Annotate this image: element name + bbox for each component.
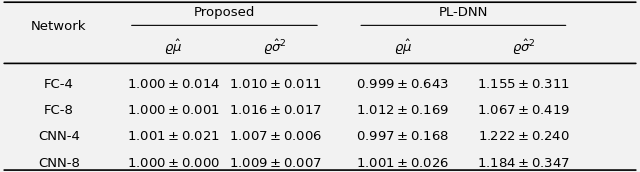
Text: $1.000 \pm 0.000$: $1.000 \pm 0.000$: [127, 157, 220, 170]
Text: $1.000 \pm 0.014$: $1.000 \pm 0.014$: [127, 78, 220, 91]
Text: $1.009 \pm 0.007$: $1.009 \pm 0.007$: [229, 157, 322, 170]
Text: $1.222 \pm 0.240$: $1.222 \pm 0.240$: [478, 131, 570, 143]
Text: $\varrho\hat{\sigma}^2$: $\varrho\hat{\sigma}^2$: [264, 38, 287, 57]
Text: $1.001 \pm 0.021$: $1.001 \pm 0.021$: [127, 131, 220, 143]
Text: CNN-4: CNN-4: [38, 131, 79, 143]
Text: $\varrho\hat{\mu}$: $\varrho\hat{\mu}$: [394, 38, 412, 57]
Text: $0.997 \pm 0.168$: $0.997 \pm 0.168$: [356, 131, 449, 143]
Text: $1.067 \pm 0.419$: $1.067 \pm 0.419$: [477, 104, 570, 117]
Text: $1.000 \pm 0.001$: $1.000 \pm 0.001$: [127, 104, 220, 117]
Text: $\varrho\hat{\sigma}^2$: $\varrho\hat{\sigma}^2$: [512, 38, 536, 57]
Text: $\varrho\hat{\mu}$: $\varrho\hat{\mu}$: [164, 38, 182, 57]
Text: $1.155 \pm 0.311$: $1.155 \pm 0.311$: [477, 78, 570, 91]
Text: $1.012 \pm 0.169$: $1.012 \pm 0.169$: [356, 104, 449, 117]
Text: $0.999 \pm 0.643$: $0.999 \pm 0.643$: [356, 78, 449, 91]
Text: FC-4: FC-4: [44, 78, 74, 91]
Text: $1.001 \pm 0.026$: $1.001 \pm 0.026$: [356, 157, 449, 170]
Text: $1.010 \pm 0.011$: $1.010 \pm 0.011$: [229, 78, 322, 91]
Text: PL-DNN: PL-DNN: [438, 7, 488, 19]
Text: CNN-8: CNN-8: [38, 157, 79, 170]
Text: $1.016 \pm 0.017$: $1.016 \pm 0.017$: [229, 104, 322, 117]
Text: FC-8: FC-8: [44, 104, 74, 117]
Text: $1.007 \pm 0.006$: $1.007 \pm 0.006$: [228, 131, 322, 143]
Text: $1.184 \pm 0.347$: $1.184 \pm 0.347$: [477, 157, 570, 170]
Text: Network: Network: [31, 20, 86, 33]
Text: Proposed: Proposed: [194, 7, 255, 19]
